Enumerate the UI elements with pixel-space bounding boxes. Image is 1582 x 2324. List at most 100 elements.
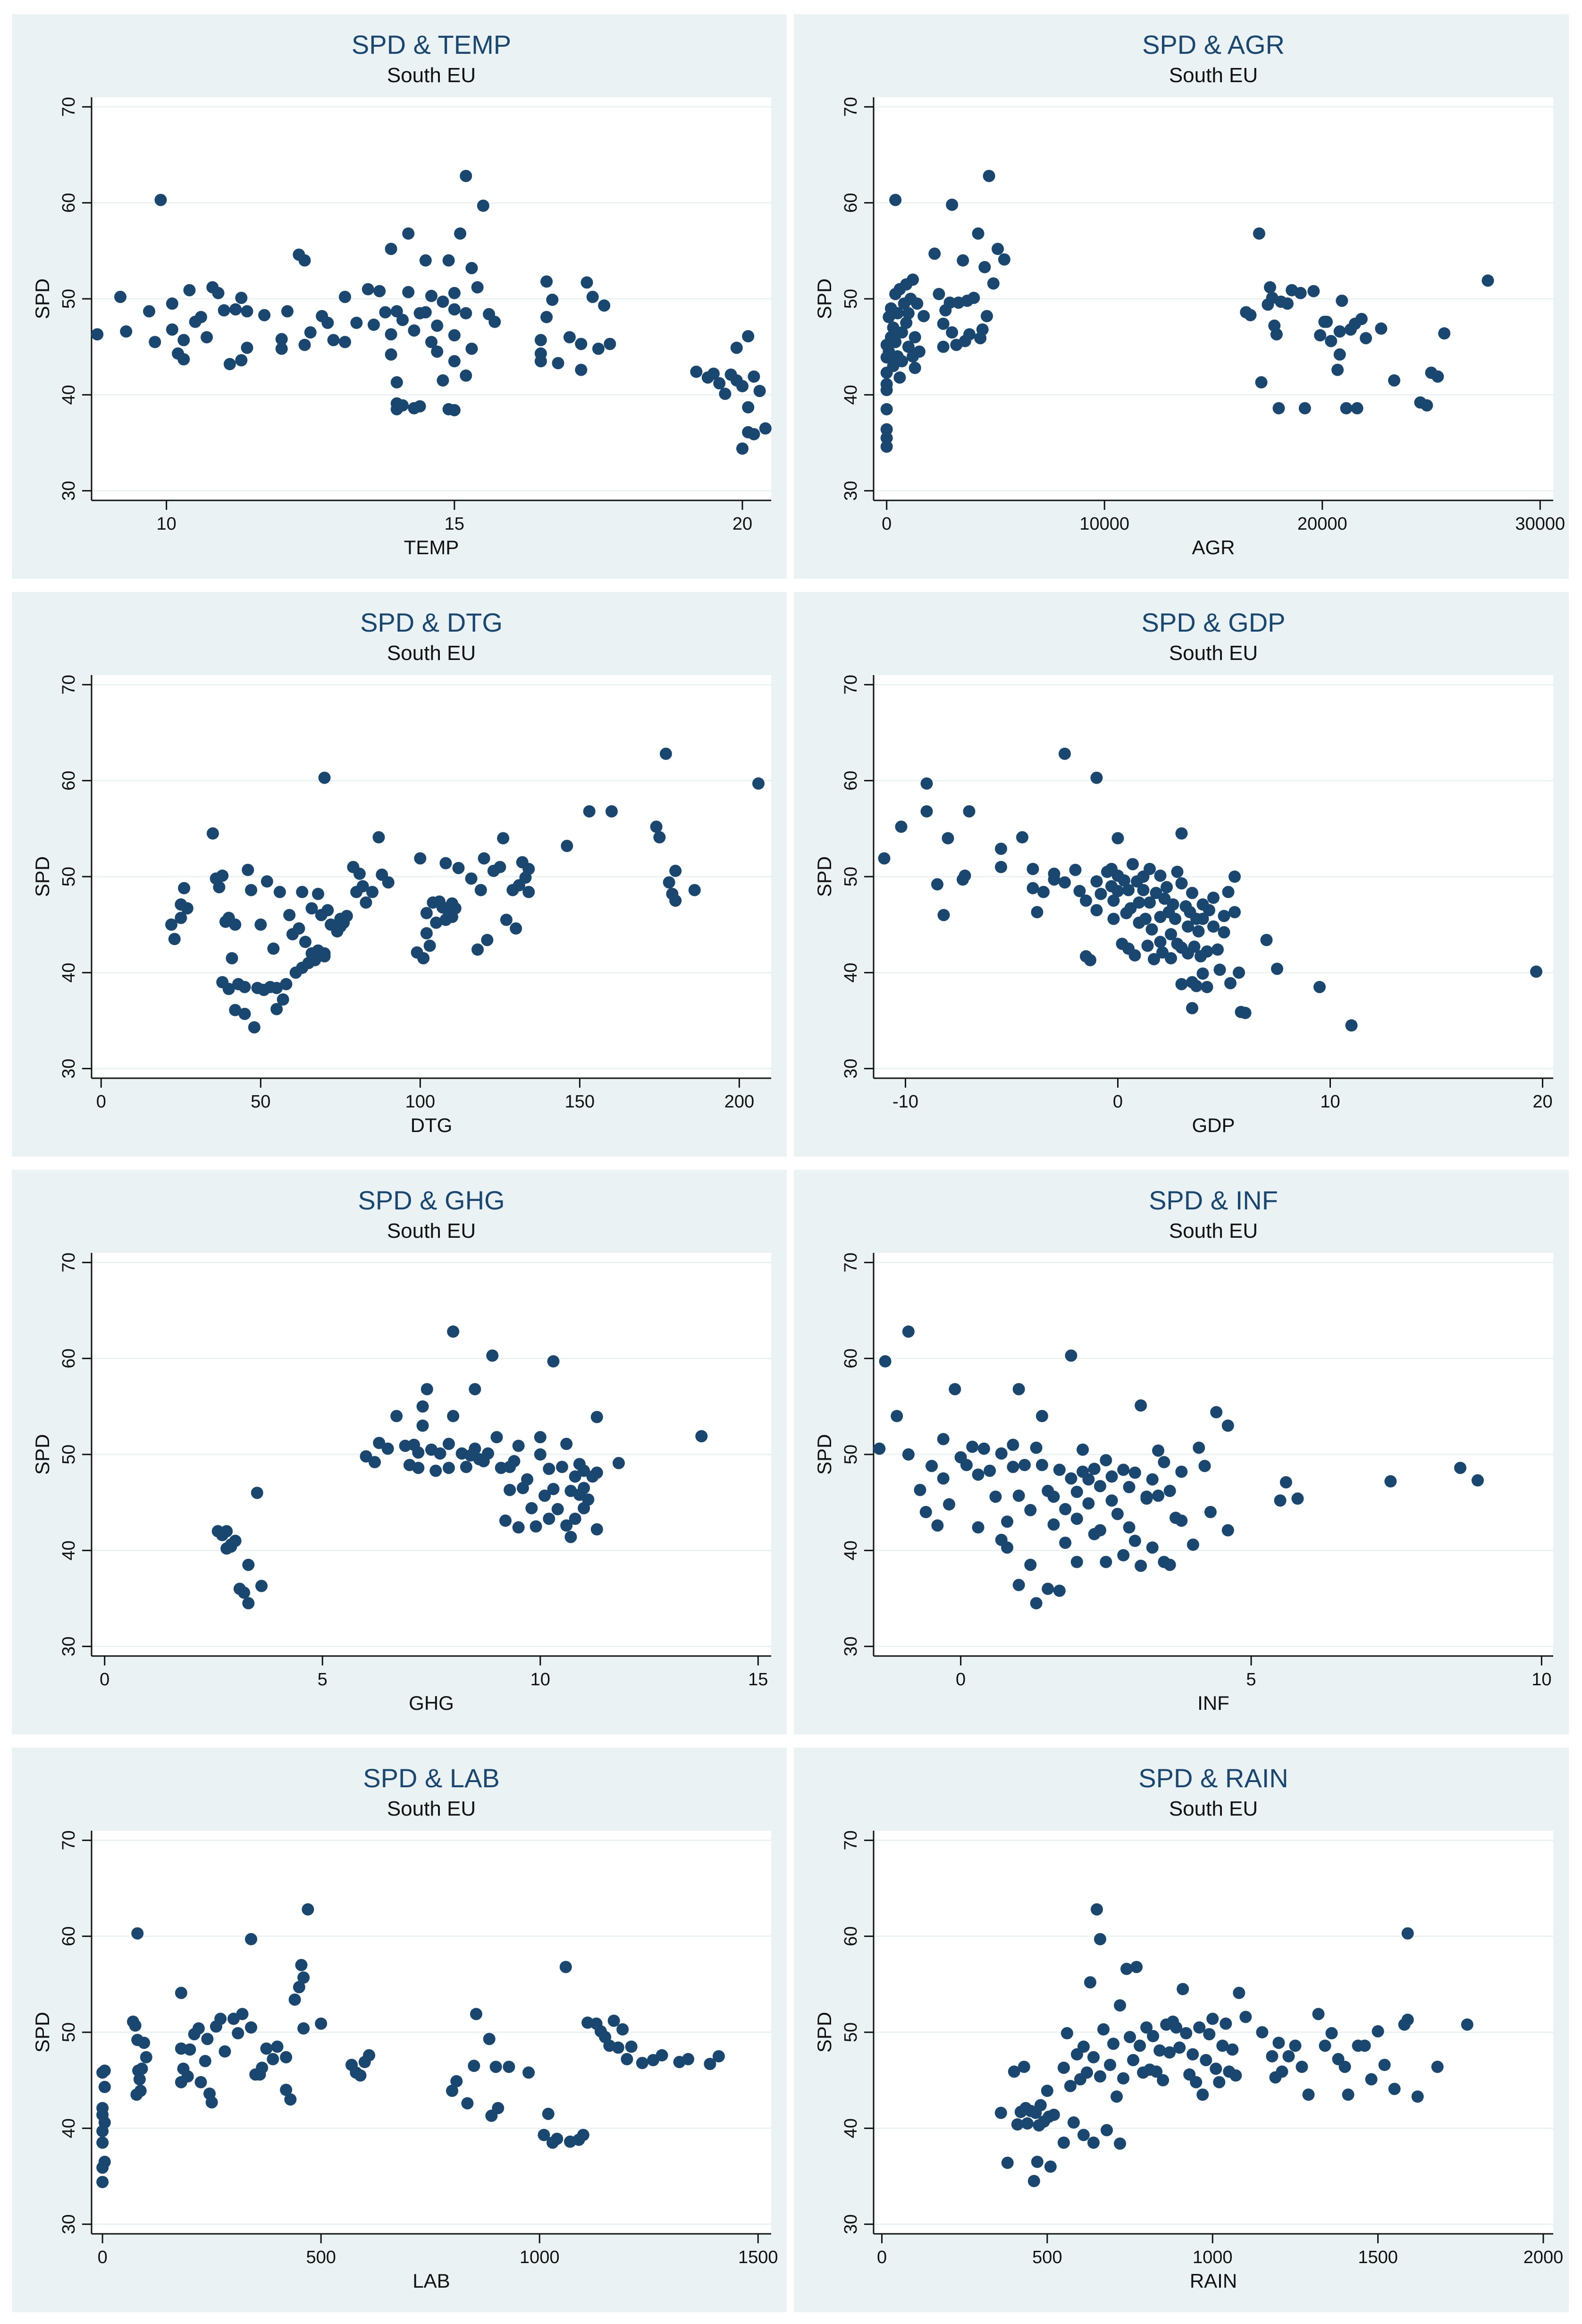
chart-subtitle: South EU [387, 1219, 476, 1242]
data-point [369, 1456, 381, 1469]
data-point [175, 1986, 187, 1999]
data-point [1135, 1559, 1147, 1572]
data-point [280, 2084, 293, 2096]
data-point [1007, 1438, 1019, 1451]
data-point [561, 839, 573, 852]
data-point [931, 1519, 944, 1532]
data-point [321, 904, 334, 917]
data-point [194, 311, 207, 323]
data-point [1082, 1497, 1095, 1510]
data-point [385, 243, 397, 255]
x-tick-label: 100 [405, 1092, 435, 1112]
data-point [251, 1487, 263, 1499]
data-point [1264, 281, 1276, 294]
data-point [245, 2021, 258, 2034]
data-point [590, 1466, 603, 1479]
data-point [659, 747, 672, 760]
data-point [350, 316, 363, 329]
data-point [896, 355, 908, 368]
data-point [963, 805, 976, 818]
data-point [1047, 1518, 1060, 1531]
data-point [540, 275, 553, 288]
data-point [214, 2012, 227, 2025]
data-point [1065, 1472, 1077, 1485]
data-point [748, 370, 760, 383]
data-point [1101, 2124, 1113, 2137]
y-tick-label: 50 [59, 1445, 79, 1464]
data-point [1087, 2136, 1100, 2149]
data-point [1173, 2041, 1186, 2054]
data-point [873, 1442, 886, 1455]
data-point [1120, 1962, 1133, 1975]
data-point [1186, 887, 1198, 899]
data-point [499, 1514, 512, 1527]
data-point [168, 933, 181, 946]
data-point [547, 1355, 560, 1368]
data-point [297, 1971, 310, 1984]
x-tick-label: 0 [96, 1092, 106, 1112]
data-point [547, 1483, 560, 1496]
data-point [1117, 1463, 1130, 1476]
data-point [880, 423, 893, 436]
data-point [1221, 1420, 1234, 1432]
data-point [1260, 934, 1273, 947]
x-tick-label: 10 [1320, 1092, 1340, 1112]
data-point [753, 385, 766, 397]
data-point [1094, 1480, 1106, 1493]
data-point [1239, 2011, 1252, 2023]
y-tick-label: 30 [841, 2214, 861, 2234]
data-point [385, 328, 397, 341]
data-point [937, 317, 950, 330]
data-point [636, 2057, 648, 2070]
data-point [992, 243, 1004, 255]
data-point [1182, 920, 1194, 933]
data-point [492, 2102, 505, 2114]
chart-title: SPD & TEMP [352, 30, 511, 59]
x-tick-label: 500 [1032, 2248, 1062, 2267]
data-point [1239, 1006, 1252, 1019]
data-point [213, 881, 226, 894]
data-point [534, 334, 547, 346]
y-tick-label: 40 [59, 2118, 79, 2138]
data-point [612, 1457, 625, 1470]
chart-subtitle: South EU [1169, 642, 1258, 665]
data-point [1064, 2079, 1077, 2092]
data-point [1372, 2025, 1384, 2037]
data-point [494, 861, 506, 873]
data-point [447, 1325, 460, 1338]
data-point [504, 1484, 516, 1496]
data-point [913, 345, 926, 358]
data-point [582, 1493, 595, 1506]
data-point [896, 326, 908, 339]
data-point [653, 831, 666, 844]
data-point [1024, 1558, 1037, 1571]
data-point [460, 169, 472, 182]
data-point [1302, 2088, 1315, 2101]
x-axis-title: INF [1197, 1692, 1229, 1714]
data-point [241, 305, 253, 318]
data-point [1313, 980, 1326, 993]
x-axis-title: GHG [409, 1692, 454, 1714]
data-point [477, 199, 489, 212]
data-point [241, 341, 253, 354]
x-tick-label: 30000 [1515, 514, 1565, 534]
data-point [522, 862, 535, 875]
data-point [1107, 894, 1120, 907]
data-point [1229, 906, 1241, 919]
data-point [1193, 2021, 1206, 2034]
data-point [909, 331, 921, 344]
data-point [1104, 2059, 1117, 2071]
data-point [165, 918, 178, 931]
data-point [416, 1400, 429, 1413]
data-point [248, 1021, 261, 1034]
data-point [695, 1430, 708, 1443]
y-tick-label: 30 [59, 481, 79, 501]
data-point [1094, 1524, 1106, 1537]
data-point [1127, 2054, 1140, 2066]
data-point [390, 376, 403, 389]
data-point [748, 428, 760, 440]
data-point [425, 289, 438, 302]
data-point [437, 296, 449, 308]
data-point [1090, 904, 1103, 917]
data-point [889, 336, 902, 348]
